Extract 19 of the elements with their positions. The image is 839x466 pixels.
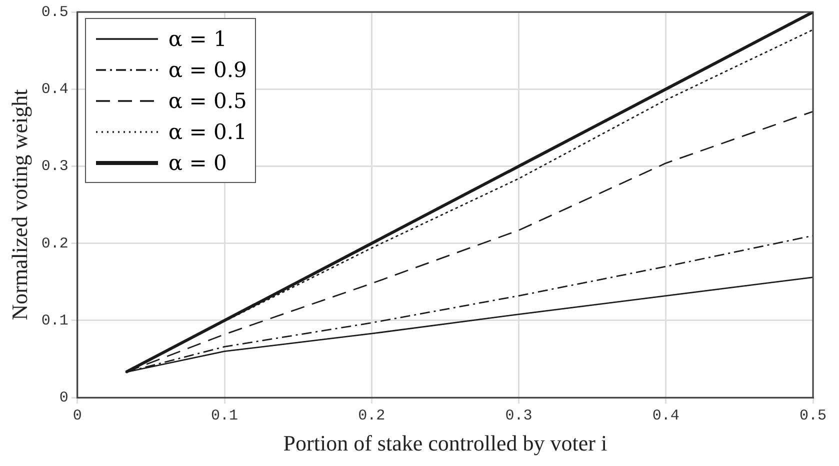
legend-label: α = 0.1	[168, 120, 247, 144]
legend-label: α = 0	[168, 150, 227, 174]
y-tick-label: 0.5	[41, 4, 68, 21]
x-axis-title: Portion of stake controlled by voter i	[283, 430, 608, 456]
y-tick-label: 0.1	[41, 312, 68, 330]
y-tick-label: 0.2	[41, 235, 68, 252]
legend-label: α = 0.9	[168, 58, 247, 82]
y-tick-label: 0.3	[41, 158, 68, 176]
legend-label: α = 0.5	[168, 88, 247, 112]
x-tick-label: 0.3	[505, 408, 532, 425]
legend-label: α = 1	[168, 26, 227, 50]
x-tick-label: 0.4	[652, 408, 680, 425]
x-tick-label: 0.5	[799, 408, 827, 425]
y-axis-title: Normalized voting weight	[6, 89, 32, 320]
x-tick-label: 0	[72, 408, 82, 425]
y-tick-label: 0.4	[41, 81, 68, 98]
x-tick-label: 0.1	[211, 408, 238, 425]
x-tick-label: 0.2	[358, 408, 386, 425]
y-tick-label: 0	[59, 390, 68, 407]
